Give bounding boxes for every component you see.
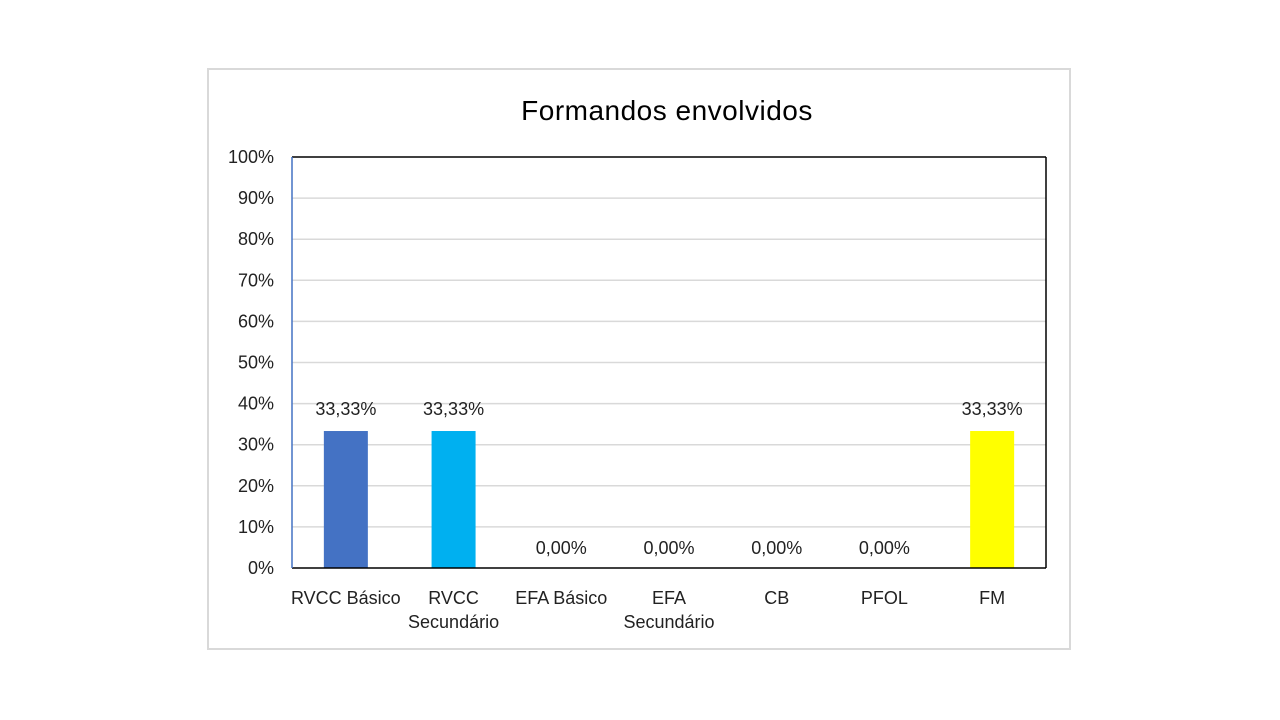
data-label: 0,00% (859, 538, 910, 558)
data-label: 0,00% (643, 538, 694, 558)
data-label: 33,33% (315, 399, 376, 419)
x-category-label: RVCC (428, 588, 479, 608)
data-label: 0,00% (751, 538, 802, 558)
data-label: 33,33% (962, 399, 1023, 419)
x-category-label: EFA (652, 588, 686, 608)
y-tick-label: 20% (238, 476, 274, 496)
data-label: 0,00% (536, 538, 587, 558)
y-tick-label: 70% (238, 270, 274, 290)
bar (970, 431, 1015, 568)
y-tick-label: 90% (238, 188, 274, 208)
x-category-label: FM (979, 588, 1005, 608)
x-category-label: PFOL (861, 588, 908, 608)
y-tick-label: 0% (248, 558, 274, 578)
y-tick-label: 60% (238, 311, 274, 331)
data-label: 33,33% (423, 399, 484, 419)
x-category-label: Secundário (408, 612, 499, 632)
bar (323, 431, 368, 568)
chart-title: Formandos envolvidos (521, 95, 813, 126)
x-category-label: Secundário (623, 612, 714, 632)
y-tick-label: 10% (238, 517, 274, 537)
bar-chart: 0% 10% 20% 30% 40% 50% 60% 70% 80% 90% 100% 33,33% R… (228, 95, 1047, 632)
x-category-label: RVCC Básico (291, 588, 401, 608)
chart-frame: 0% 10% 20% 30% 40% 50% 60% 70% 80% 90% 100% 33,33% R… (207, 68, 1071, 650)
y-tick-label: 30% (238, 435, 274, 455)
x-category-label: EFA Básico (515, 588, 607, 608)
x-category-label: CB (764, 588, 789, 608)
y-tick-label: 80% (238, 229, 274, 249)
y-tick-label: 100% (228, 147, 274, 167)
bar (431, 431, 476, 568)
y-tick-label: 40% (238, 394, 274, 414)
y-tick-label: 50% (238, 353, 274, 373)
